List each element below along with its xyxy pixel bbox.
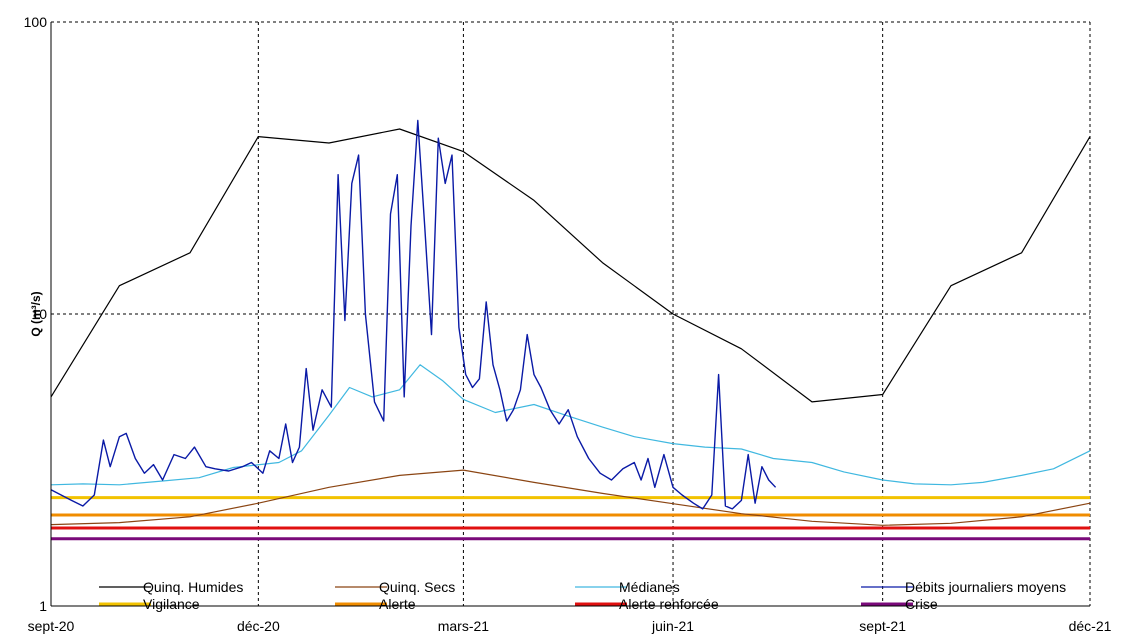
series-quinq-humides-line	[50, 128, 1091, 403]
series-medianes-line	[50, 364, 1091, 486]
x-tick-label: mars-21	[438, 618, 490, 634]
grid-layer	[51, 21, 1091, 606]
x-tick-label: déc-21	[1069, 618, 1112, 634]
legend-label-vigilance: Vigilance	[143, 596, 200, 612]
y-tick-label: 10	[31, 306, 47, 322]
x-tick-label: sept-21	[859, 618, 906, 634]
legend-label-alerte: Alerte	[379, 596, 416, 612]
legend-label-alerte-renforcee: Alerte renforcée	[619, 596, 719, 612]
legend-label-crise: Crise	[905, 596, 938, 612]
axes-layer: sept-20 déc-20 mars-21 juin-21 sept-21 déc-21…	[24, 14, 1112, 634]
y-tick-label: 1	[39, 598, 47, 614]
legend: Quinq. Humides Quinq. Secs Médianes Débits …	[99, 579, 1066, 612]
legend-label-quinq-humides: Quinq. Humides	[143, 579, 243, 595]
x-tick-label: juin-21	[651, 618, 694, 634]
series-debits-journaliers-moyens-line	[50, 119, 777, 510]
legend-label-debits-journaliers-moyens: Débits journaliers moyens	[905, 579, 1066, 595]
series-layer	[50, 119, 1091, 541]
y-tick-label: 100	[24, 14, 48, 30]
series-quinq-secs-line	[50, 469, 1091, 526]
legend-label-quinq-secs: Quinq. Secs	[379, 579, 455, 595]
x-tick-label: sept-20	[28, 618, 75, 634]
legend-label-medianes: Médianes	[619, 579, 680, 595]
x-tick-label: déc-20	[237, 618, 280, 634]
y-axis-title: Q (m³/s)	[29, 291, 43, 336]
